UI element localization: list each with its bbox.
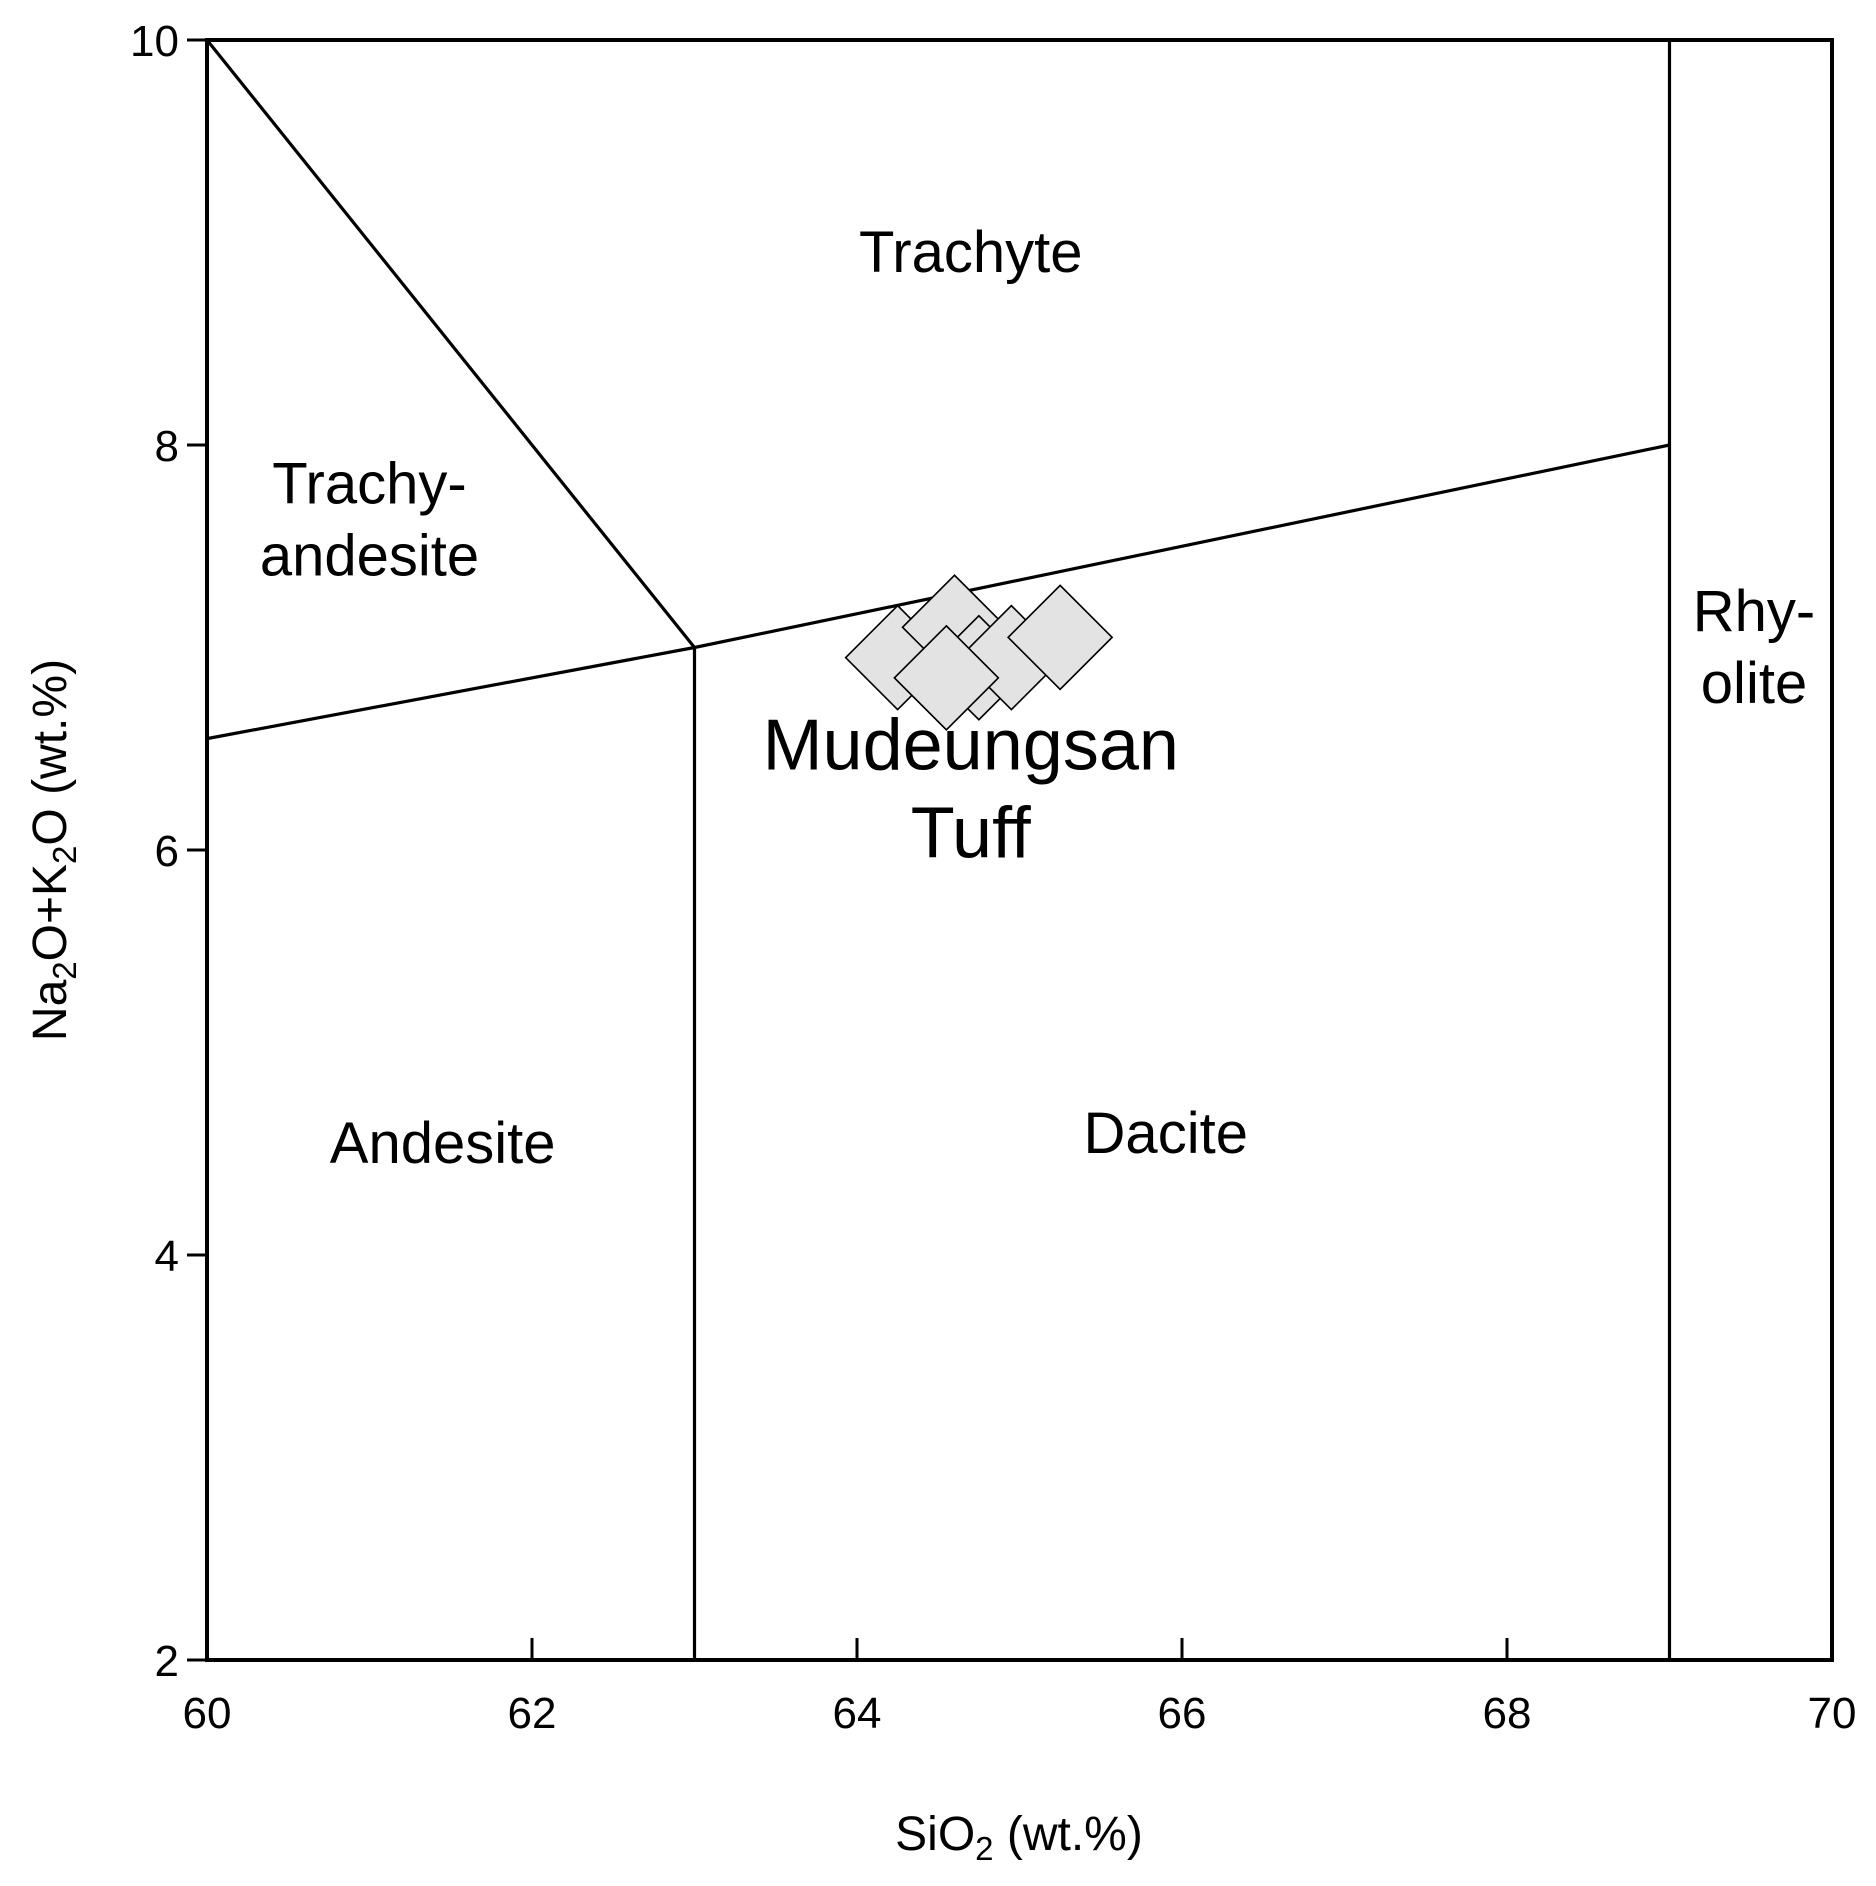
sample-point [893, 624, 1000, 732]
x-axis-ticks: 60 62 64 66 68 70 [183, 1638, 1857, 1738]
y-tick-label: 8 [155, 422, 179, 471]
sample-point [1006, 584, 1114, 691]
mudeungsan-tuff-label: Tuff [911, 793, 1032, 873]
x-tick-label: 60 [183, 1689, 232, 1738]
x-tick-label: 68 [1483, 1689, 1532, 1738]
andesite-label: Andesite [330, 1111, 556, 1176]
x-tick-label: 64 [833, 1689, 882, 1738]
rhyolite-label: Rhy- [1693, 579, 1815, 644]
trachyte-label: Trachyte [859, 220, 1082, 285]
rhyolite-label: olite [1701, 651, 1807, 716]
y-axis-title: Na2O+K2O (wt.%) [24, 659, 83, 1041]
dacite-label: Dacite [1084, 1101, 1248, 1166]
y-tick-label: 4 [155, 1232, 179, 1281]
x-tick-label: 70 [1808, 1689, 1857, 1738]
trachyandesite-label: Trachy- [272, 451, 466, 516]
mudeungsan-tuff-label: Mudeungsan [763, 705, 1179, 785]
x-tick-label: 66 [1158, 1689, 1207, 1738]
sample-points [844, 574, 1114, 732]
x-axis-title: SiO2 (wt.%) [895, 1808, 1143, 1867]
y-axis-ticks: 2 4 6 8 10 [130, 17, 207, 1686]
classification-boundaries [205, 38, 1672, 1660]
y-tick-label: 10 [130, 17, 179, 66]
x-tick-label: 62 [508, 1689, 557, 1738]
boundary-trachyte-trachyandesite [205, 38, 696, 649]
y-tick-label: 2 [155, 1637, 179, 1686]
trachyandesite-label: andesite [260, 523, 479, 588]
y-tick-label: 6 [155, 827, 179, 876]
region-labels: Trachyte Trachy-andesite Andesite Dacite Rhy… [260, 220, 1815, 1176]
